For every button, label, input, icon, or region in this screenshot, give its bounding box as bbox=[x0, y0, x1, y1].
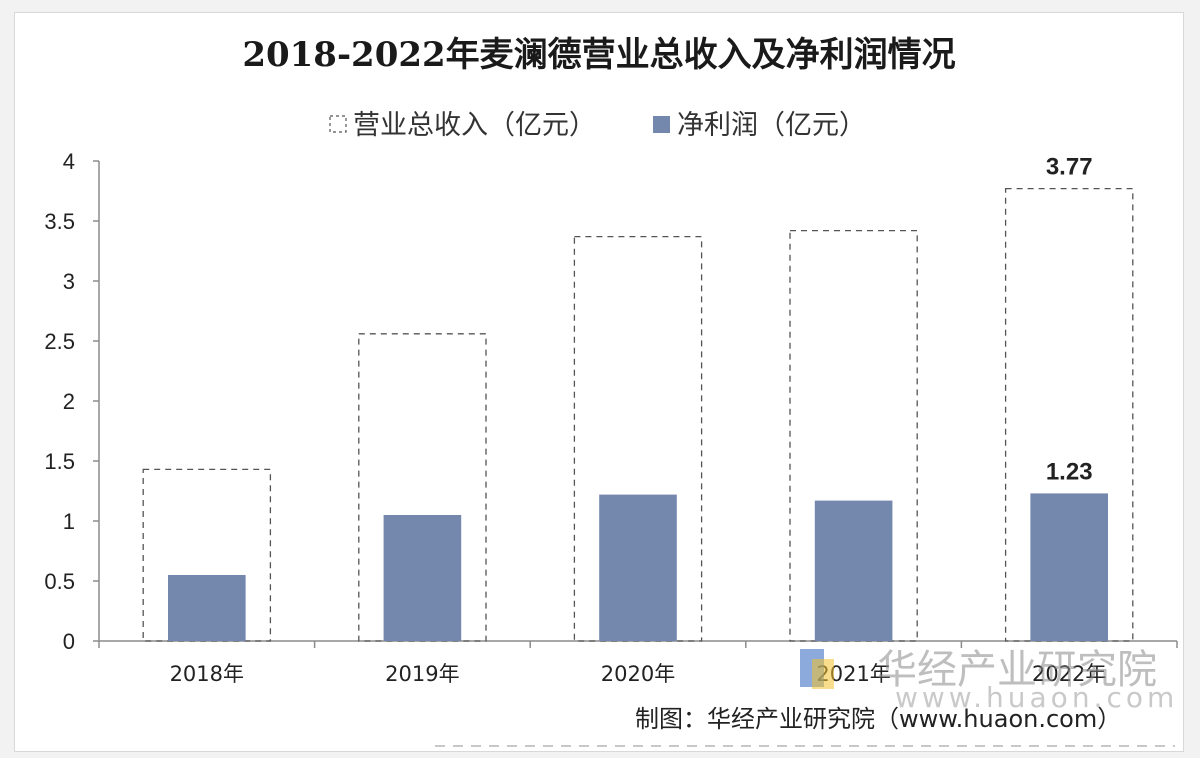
y-tick-label: 2.5 bbox=[44, 329, 75, 354]
revenue-bar bbox=[789, 229, 918, 642]
y-axis: 0 0.5 1 1.5 2 2.5 3 3.5 4 bbox=[44, 149, 100, 654]
profit-bar bbox=[814, 500, 893, 641]
revenue-bar bbox=[142, 468, 272, 642]
y-tick-label: 3.5 bbox=[44, 209, 75, 234]
source-note: 制图：华经产业研究院（www.huaon.com） bbox=[635, 705, 1121, 733]
watermark-text: 华经产业研究院 bbox=[877, 647, 1157, 693]
y-tick-label: 0 bbox=[63, 629, 75, 654]
profit-bar bbox=[1030, 493, 1109, 641]
y-tick-label: 0.5 bbox=[44, 569, 75, 594]
legend-label-profit: 净利润（亿元） bbox=[677, 110, 866, 141]
x-tick-label: 2020年 bbox=[601, 662, 675, 686]
legend-swatch-profit bbox=[653, 116, 670, 133]
profit-bar bbox=[167, 575, 246, 641]
chart-frame: 2018-2022年麦澜德营业总收入及净利润情况 营业总收入（亿元） 净利润（亿… bbox=[14, 12, 1184, 752]
legend-swatch-revenue bbox=[329, 115, 347, 133]
legend-label-revenue: 营业总收入（亿元） bbox=[353, 110, 596, 141]
y-tick-label: 1 bbox=[63, 509, 75, 534]
watermark-url: www.huaon.com bbox=[895, 681, 1178, 714]
profit-bar bbox=[383, 515, 462, 641]
x-tick-label: 2018年 bbox=[170, 662, 244, 686]
data-label: 3.77 bbox=[1046, 154, 1093, 181]
y-tick-label: 3 bbox=[63, 269, 75, 294]
watermark: 华经产业研究院 www.huaon.com bbox=[800, 647, 1178, 714]
profit-bar bbox=[599, 494, 677, 641]
data-label: 1.23 bbox=[1046, 458, 1093, 485]
watermark-logo-yellow-block bbox=[812, 659, 834, 689]
chart-title: 2018-2022年麦澜德营业总收入及净利润情况 bbox=[242, 35, 955, 75]
y-tick-label: 1.5 bbox=[44, 449, 75, 474]
chart-canvas: 2018-2022年麦澜德营业总收入及净利润情况 营业总收入（亿元） 净利润（亿… bbox=[44, 35, 1178, 747]
x-tick-label: 2019年 bbox=[385, 662, 459, 686]
y-tick-label: 4 bbox=[63, 149, 75, 174]
legend: 营业总收入（亿元） 净利润（亿元） bbox=[329, 110, 866, 141]
x-tick-label: 2022年 bbox=[1032, 662, 1106, 686]
data-labels: 3.77 1.23 bbox=[1046, 154, 1093, 486]
profit-series bbox=[167, 493, 1109, 641]
y-tick-label: 2 bbox=[63, 389, 75, 414]
